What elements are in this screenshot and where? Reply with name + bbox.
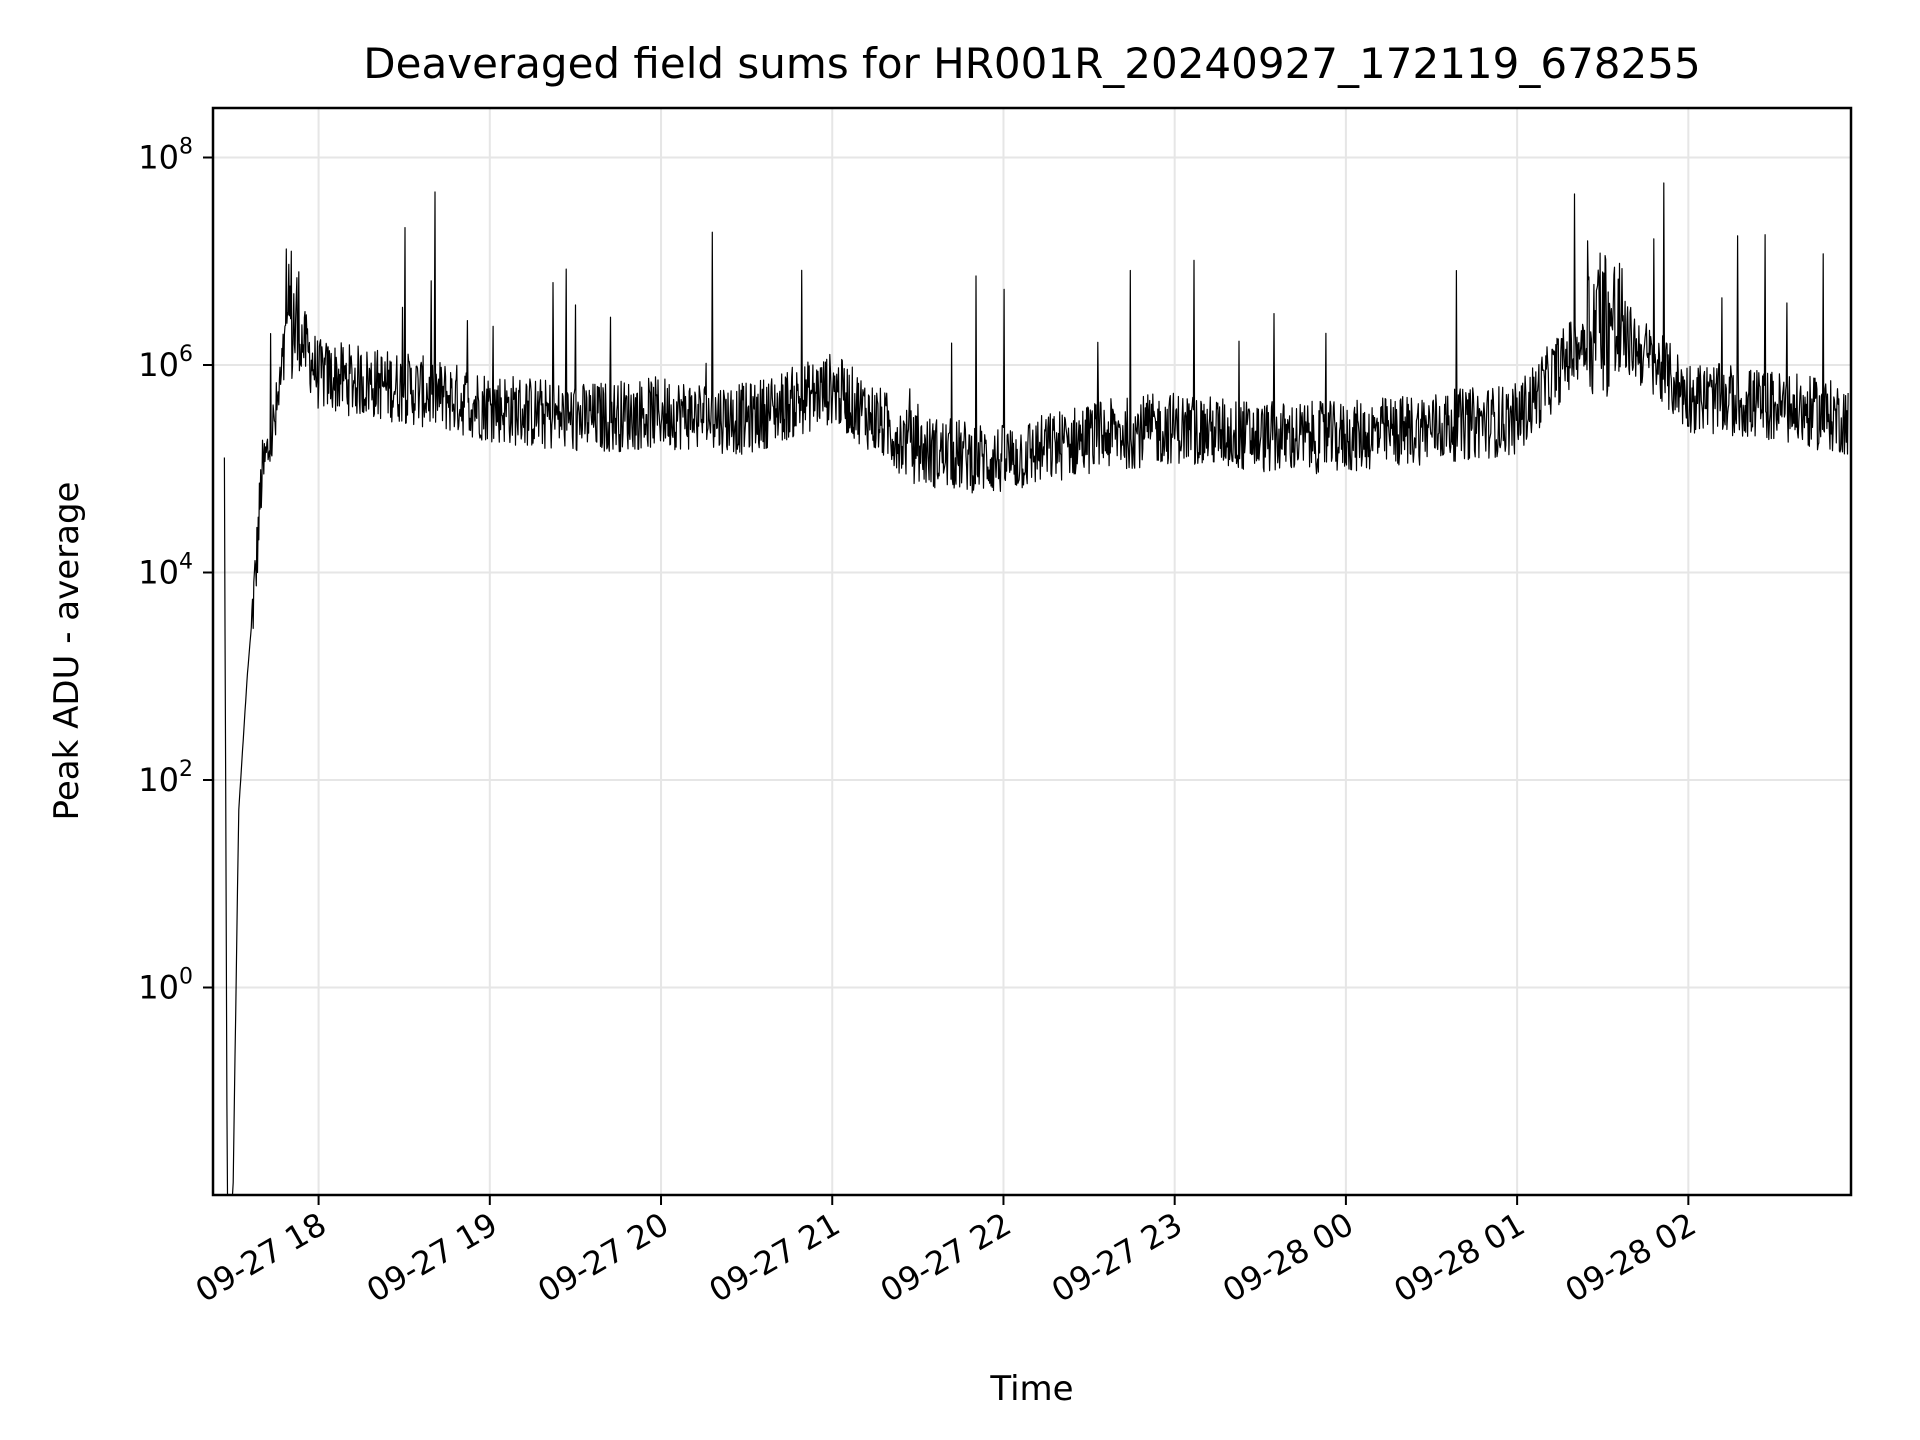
x-axis-label: Time [989,1369,1073,1409]
y-tick-label: 106 [138,342,193,384]
y-tick-base: 10 [138,969,179,1007]
y-tick-exponent: 8 [179,135,193,160]
y-tick-base: 10 [138,346,179,384]
plot-frame [211,106,1853,1197]
y-tick-base: 10 [138,139,179,177]
y-tick-label: 108 [138,135,193,177]
grid [213,108,1851,1195]
y-tick-base: 10 [138,761,179,799]
y-tick-label: 104 [138,550,193,592]
y-tick-label: 100 [138,965,193,1007]
series-line [223,182,1849,1195]
y-tick-exponent: 2 [179,757,193,782]
y-tick-exponent: 6 [179,342,193,367]
series-layer [223,182,1849,1195]
chart-title: Deaveraged field sums for HR001R_2024092… [363,39,1700,88]
y-tick-exponent: 4 [179,550,193,575]
y-axis-label: Peak ADU - average [47,482,87,821]
y-tick-exponent: 0 [179,965,193,990]
y-tick-base: 10 [138,554,179,592]
y-tick-label: 102 [138,757,193,799]
